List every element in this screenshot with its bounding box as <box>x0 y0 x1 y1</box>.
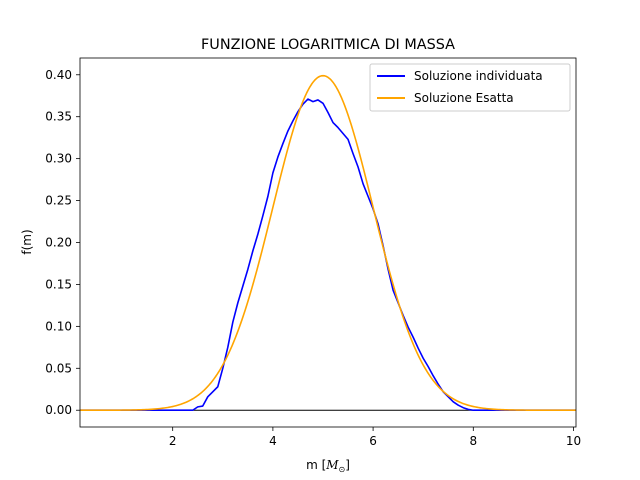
y-tick-label: 0.00 <box>45 403 72 417</box>
chart-title: FUNZIONE LOGARITMICA DI MASSA <box>201 37 455 53</box>
legend-label-esatta: Soluzione Esatta <box>414 91 514 105</box>
x-axis-label: m [M⊙] <box>306 458 350 474</box>
series-line-individuata <box>80 98 576 412</box>
x-tick-label: 8 <box>469 434 477 448</box>
y-tick-label: 0.10 <box>45 319 72 333</box>
y-axis: 0.00 0.05 0.10 0.15 0.20 0.25 0.30 0.35 0.40 <box>45 68 80 417</box>
y-axis-label: f(m) <box>20 229 34 254</box>
x-axis: 2 4 6 8 10 <box>169 427 581 448</box>
x-tick-label: 2 <box>169 434 177 448</box>
x-tick-label: 10 <box>566 434 581 448</box>
x-tick-label: 4 <box>269 434 277 448</box>
y-tick-label: 0.25 <box>45 194 72 208</box>
x-tick-label: 6 <box>369 434 377 448</box>
legend-box <box>369 63 571 112</box>
y-tick-label: 0.35 <box>45 110 72 124</box>
legend-label-individuata: Soluzione individuata <box>414 69 543 83</box>
y-tick-label: 0.40 <box>45 68 72 82</box>
y-tick-label: 0.30 <box>45 152 72 166</box>
y-tick-label: 0.20 <box>45 236 72 250</box>
y-tick-label: 0.15 <box>45 277 72 291</box>
plot-area <box>80 74 576 412</box>
legend: Soluzione individuata Soluzione Esatta <box>369 63 571 112</box>
series-line-esatta <box>80 74 576 412</box>
y-tick-label: 0.05 <box>45 361 72 375</box>
